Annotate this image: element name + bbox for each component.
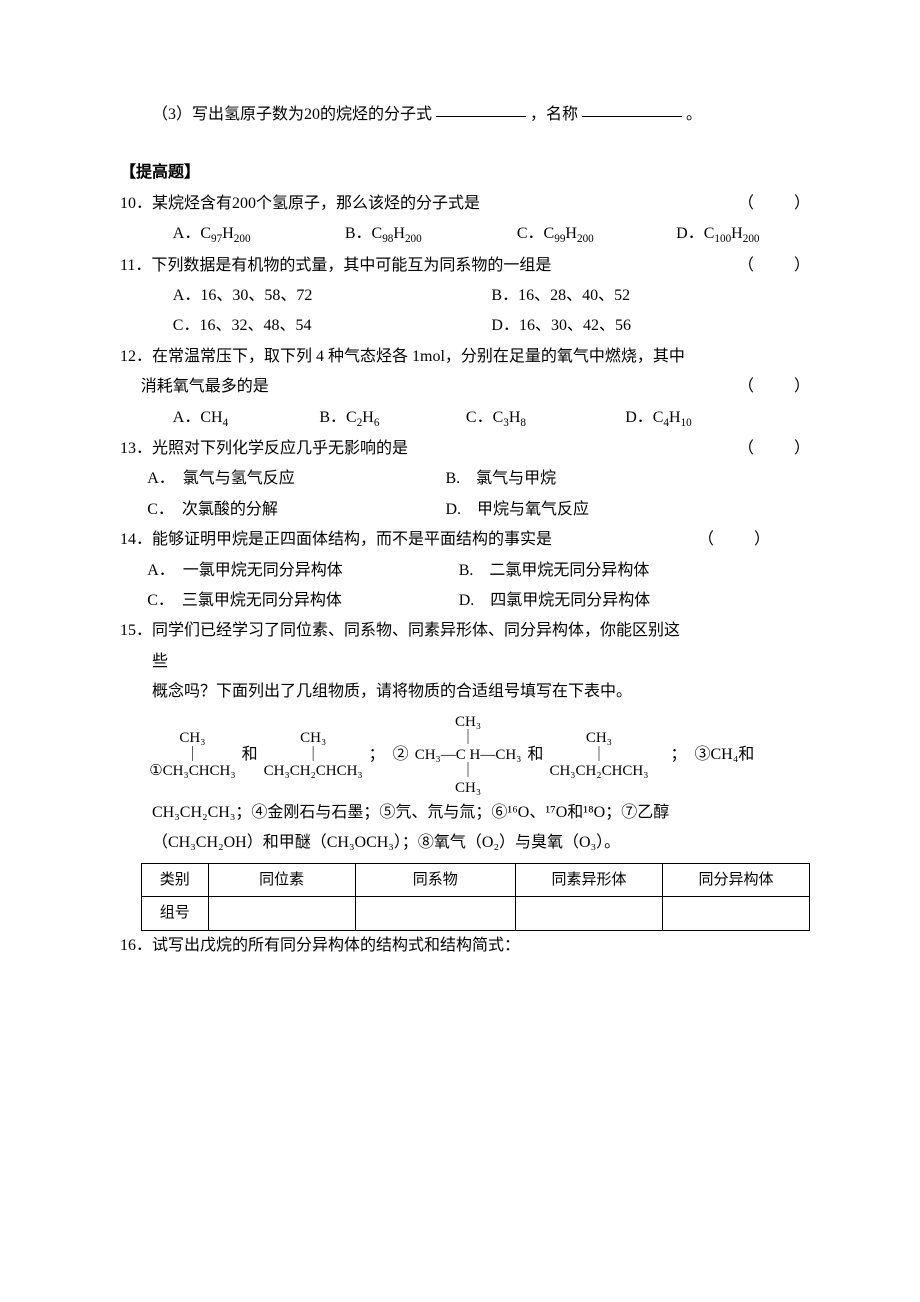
chem-fig-4: CH₃ ｜ CH₃CH₂CHCH₃ bbox=[547, 730, 650, 780]
q15-r0: 组号 bbox=[141, 897, 208, 931]
q10-opt-c: C．C99H200 bbox=[517, 219, 676, 250]
q9-3-blank-2[interactable] bbox=[582, 100, 682, 117]
q15-th-4: 同分异构体 bbox=[662, 863, 809, 897]
q15-cell-4[interactable] bbox=[662, 897, 809, 931]
q15-line4: （CH₃CH₂OH）和甲醚（CH₃OCH₃）；⑧氧气（O₂）与臭氧（O₃）。 bbox=[120, 828, 810, 858]
q14-opt-b: B. 二氯甲烷无同分异构体 bbox=[459, 556, 810, 586]
q14-opt-d: D. 四氯甲烷无同分异构体 bbox=[459, 586, 810, 616]
q14-stem-text: 14．能够证明甲烷是正四面体结构，而不是平面结构的事实是 bbox=[120, 531, 552, 548]
table-row: 类别 同位素 同系物 同素异形体 同分异构体 bbox=[141, 863, 809, 897]
chem-and-3: 和 bbox=[527, 746, 543, 763]
q14-stem: 14．能够证明甲烷是正四面体结构，而不是平面结构的事实是 （） bbox=[120, 525, 810, 555]
q11-options-row1: A．16、30、58、72 B．16、28、40、52 bbox=[120, 281, 810, 311]
q11-options-row2: C．16、32、48、54 D．16、30、42、56 bbox=[120, 311, 810, 341]
q13-options-row1: A． 氯气与氢气反应 B. 氯气与甲烷 bbox=[120, 464, 810, 494]
q10-options: A．C97H200 B．C98H200 C．C99H200 D．C100H200 bbox=[120, 219, 810, 250]
q10-stem: 10．某烷烃含有200个氢原子，那么该烃的分子式是 （） bbox=[120, 189, 810, 219]
q10-opt-a: A．C97H200 bbox=[173, 219, 345, 250]
q13-options-row2: C． 次氯酸的分解 D. 甲烷与氧气反应 bbox=[120, 495, 810, 525]
q16-stem: 16．试写出戊烷的所有同分异构体的结构式和结构简式： bbox=[120, 931, 810, 961]
q12-stem-b-line: 消耗氧气最多的是 （） bbox=[120, 372, 810, 402]
q13-stem: 13．光照对下列化学反应几乎无影响的是 （） bbox=[120, 434, 810, 464]
q13-stem-text: 13．光照对下列化学反应几乎无影响的是 bbox=[120, 440, 408, 457]
q15-th-1: 同位素 bbox=[208, 863, 355, 897]
chem-and-1: 和 bbox=[242, 746, 262, 763]
q10-opt-d: D．C100H200 bbox=[676, 219, 810, 250]
table-row: 组号 bbox=[141, 897, 809, 931]
q12-opt-a: A．CH4 bbox=[173, 403, 320, 434]
q14-options-row2: C． 三氯甲烷无同分异构体 D. 四氯甲烷无同分异构体 bbox=[120, 586, 810, 616]
q9-3: （3）写出氢原子数为20的烷烃的分子式 ，名称 。 bbox=[120, 100, 810, 130]
chem-sep-2: ； ③CH₄和 bbox=[654, 746, 754, 763]
q15-th-3: 同素异形体 bbox=[515, 863, 662, 897]
q13-answer-slot[interactable]: （） bbox=[738, 434, 810, 464]
q11-opt-a: A．16、30、58、72 bbox=[173, 281, 492, 311]
q9-3-text-c: 。 bbox=[686, 106, 702, 123]
q15-stem-b: 些 bbox=[120, 647, 810, 677]
q13-opt-a: A． 氯气与氢气反应 bbox=[147, 464, 445, 494]
q15-cell-1[interactable] bbox=[208, 897, 355, 931]
q13-opt-b: B. 氯气与甲烷 bbox=[445, 464, 810, 494]
q14-opt-c: C． 三氯甲烷无同分异构体 bbox=[147, 586, 459, 616]
chem-fig-3: CH₃ ｜ CH₃—C H—CH₃ ｜ CH₃ bbox=[413, 714, 524, 797]
q15-th-0: 类别 bbox=[141, 863, 208, 897]
q11-opt-d: D．16、30、42、56 bbox=[491, 311, 810, 341]
q15-table-wrap: 类别 同位素 同系物 同素异形体 同分异构体 组号 bbox=[120, 863, 810, 931]
q11-opt-b: B．16、28、40、52 bbox=[491, 281, 810, 311]
q10-stem-text: 10．某烷烃含有200个氢原子，那么该烃的分子式是 bbox=[120, 195, 480, 212]
q13-opt-d: D. 甲烷与氧气反应 bbox=[445, 495, 810, 525]
q10-opt-b: B．C98H200 bbox=[345, 219, 517, 250]
chem-fig-1: CH₃ ｜ ①CH₃CHCH₃ bbox=[147, 730, 237, 780]
chem-fig-2: CH₃ ｜ CH₃CH₂CHCH₃ bbox=[262, 730, 365, 780]
page: （3）写出氢原子数为20的烷烃的分子式 ，名称 。 【提高题】 10．某烷烃含有… bbox=[0, 0, 920, 1302]
q14-opt-a: A． 一氯甲烷无同分异构体 bbox=[147, 556, 459, 586]
q9-3-text-b: ，名称 bbox=[530, 106, 578, 123]
q15-cell-3[interactable] bbox=[515, 897, 662, 931]
section-title: 【提高题】 bbox=[120, 158, 810, 188]
q11-answer-slot[interactable]: （） bbox=[738, 251, 810, 281]
q12-options: A．CH4 B．C2H6 C．C3H8 D．C4H10 bbox=[120, 403, 810, 434]
q15-stem-c: 概念吗？下面列出了几组物质，请将物质的合适组号填写在下表中。 bbox=[120, 677, 810, 707]
q10-answer-slot[interactable]: （） bbox=[738, 189, 810, 219]
q12-opt-c: C．C3H8 bbox=[466, 403, 625, 434]
chem-sep-1: ； ② bbox=[369, 746, 409, 763]
q9-3-text-a: （3）写出氢原子数为20的烷烃的分子式 bbox=[152, 106, 432, 123]
q15-chem-row: CH₃ ｜ ①CH₃CHCH₃ 和 CH₃ ｜ CH₃CH₂CHCH₃ ； ② … bbox=[120, 714, 810, 797]
q12-stem-a: 12．在常温常压下，取下列 4 种气态烃各 1mol，分别在足量的氧气中燃烧，其… bbox=[120, 342, 810, 372]
q12-opt-b: B．C2H6 bbox=[319, 403, 466, 434]
q12-answer-slot[interactable]: （） bbox=[738, 372, 810, 402]
q14-answer-slot[interactable]: （） bbox=[698, 525, 770, 555]
q12-opt-d: D．C4H10 bbox=[625, 403, 810, 434]
q14-options-row1: A． 一氯甲烷无同分异构体 B. 二氯甲烷无同分异构体 bbox=[120, 556, 810, 586]
q15-line3: CH₃CH₂CH₃；④金刚石与石墨；⑤氕、氘与氚；⑥¹⁶O、¹⁷O和¹⁸O；⑦乙… bbox=[120, 798, 810, 828]
q11-stem-text: 11．下列数据是有机物的式量，其中可能互为同系物的一组是 bbox=[120, 257, 551, 274]
q15-table: 类别 同位素 同系物 同素异形体 同分异构体 组号 bbox=[141, 863, 810, 931]
q15-stem-a: 15．同学们已经学习了同位素、同系物、同素异形体、同分异构体，你能区别这 bbox=[120, 616, 810, 646]
q15-cell-2[interactable] bbox=[355, 897, 515, 931]
q9-3-blank-1[interactable] bbox=[436, 100, 526, 117]
q12-stem-b: 消耗氧气最多的是 bbox=[141, 378, 269, 395]
q15-th-2: 同系物 bbox=[355, 863, 515, 897]
q11-stem: 11．下列数据是有机物的式量，其中可能互为同系物的一组是 （） bbox=[120, 251, 810, 281]
q13-opt-c: C． 次氯酸的分解 bbox=[147, 495, 445, 525]
q11-opt-c: C．16、32、48、54 bbox=[173, 311, 492, 341]
